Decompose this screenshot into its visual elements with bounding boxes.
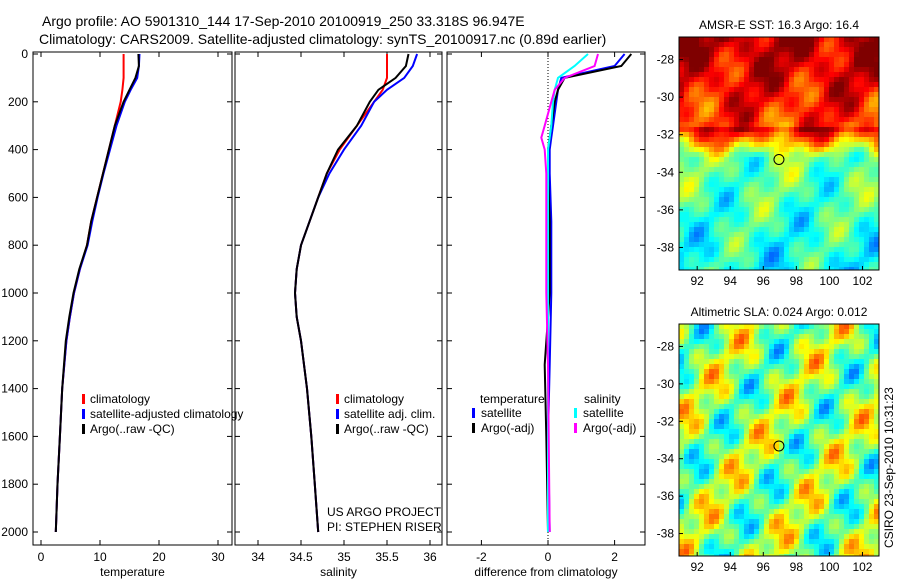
legend-label: satellite	[481, 406, 522, 420]
x-tick-label: 10	[93, 550, 107, 564]
x-tick-label: 92	[691, 560, 705, 574]
x-tick-label: 94	[724, 274, 738, 288]
y-tick-label: -30	[657, 90, 675, 104]
y-tick-label: 1800	[1, 477, 28, 491]
y-tick-label: 1400	[1, 382, 28, 396]
y-tick-label: -36	[657, 203, 675, 217]
y-tick-label: -36	[657, 489, 675, 503]
title-line-1: Argo profile: AO 5901310_144 17-Sep-2010…	[42, 13, 525, 29]
legend-swatch	[574, 408, 577, 418]
series-line-argo-raw-qc-	[54, 53, 140, 533]
legend-swatch	[82, 394, 85, 404]
x-tick-label: 94	[724, 560, 738, 574]
x-tick-label: 20	[152, 550, 166, 564]
y-tick-label: 1200	[1, 334, 28, 348]
project-annotation: US ARGO PROJECT	[327, 505, 442, 519]
x-tick-label: 98	[790, 274, 804, 288]
y-tick-label: 200	[8, 95, 28, 109]
legend-swatch	[574, 423, 577, 433]
x-tick-label: 96	[757, 274, 771, 288]
legend-header: temperature	[480, 392, 545, 406]
legend-label: Argo(..raw -QC)	[344, 422, 429, 436]
x-tick-label: 100	[819, 560, 839, 574]
y-tick-label: 1000	[1, 286, 28, 300]
legend-label: Argo(-adj)	[481, 421, 534, 435]
series-line-climatology	[54, 54, 125, 533]
y-tick-label: -30	[657, 377, 675, 391]
legend-label: climatology	[90, 392, 150, 406]
x-tick-label: 2	[611, 550, 618, 564]
pi-annotation: PI: STEPHEN RISER	[327, 520, 442, 534]
x-tick-label: 92	[691, 274, 705, 288]
x-tick-label: 102	[852, 560, 872, 574]
legend-swatch	[82, 424, 85, 434]
series-line-salinity-argo-adj-	[540, 53, 599, 533]
legend-swatch	[336, 394, 339, 404]
x-tick-label: 100	[819, 274, 839, 288]
y-tick-label: -28	[657, 339, 675, 353]
legend-label: satellite-adjusted climatology	[90, 407, 243, 421]
legend-swatch	[336, 424, 339, 434]
x-tick-label: 36	[423, 550, 437, 564]
legend-label: satellite	[583, 406, 624, 420]
legend-swatch	[336, 409, 339, 419]
series-line-temperature-satellite	[546, 53, 626, 533]
y-tick-label: -34	[657, 165, 675, 179]
sst-map	[679, 37, 879, 270]
panel-0-frame	[32, 51, 233, 546]
float-position-marker	[773, 153, 785, 165]
legend-swatch	[82, 409, 85, 419]
legend-swatch	[472, 423, 475, 433]
legend-label: climatology	[344, 392, 404, 406]
x-axis-label: temperature	[100, 565, 165, 579]
x-tick-label: 34	[251, 550, 265, 564]
legend-swatch	[472, 408, 475, 418]
y-tick-label: -28	[657, 53, 675, 67]
y-tick-label: 800	[8, 238, 28, 252]
y-tick-label: -34	[657, 452, 675, 466]
x-tick-label: 102	[852, 274, 872, 288]
series-line-temperature-argo-adj-	[543, 53, 633, 533]
x-axis-label: salinity	[320, 565, 357, 579]
map-frame	[678, 323, 880, 557]
y-tick-label: 1600	[1, 429, 28, 443]
map-title: AMSR-E SST: 16.3 Argo: 16.4	[699, 18, 859, 32]
x-tick-label: 0	[38, 550, 45, 564]
x-tick-label: 34.5	[289, 550, 313, 564]
float-position-marker	[773, 440, 785, 452]
title-line-2: Climatology: CARS2009. Satellite-adjuste…	[39, 31, 607, 47]
series-line-satellite-adjusted-climatology	[54, 53, 141, 533]
sla-map	[679, 324, 879, 556]
x-tick-label: 98	[790, 560, 804, 574]
y-tick-label: 2000	[1, 525, 28, 539]
legend-label: Argo(-adj)	[583, 421, 636, 435]
panel-2-frame	[446, 51, 646, 546]
x-tick-label: 0	[545, 550, 552, 564]
y-tick-label: 600	[8, 190, 28, 204]
map-frame	[678, 36, 880, 271]
x-tick-label: 35.5	[375, 550, 399, 564]
series-line-argo-raw-qc-	[293, 53, 410, 533]
y-tick-label: -32	[657, 414, 675, 428]
x-axis-label: difference from climatology	[474, 565, 617, 579]
x-tick-label: 30	[211, 550, 225, 564]
x-tick-label: 96	[757, 560, 771, 574]
x-tick-label: -2	[476, 550, 487, 564]
y-tick-label: -38	[657, 527, 675, 541]
y-tick-label: -32	[657, 128, 675, 142]
panel-1-frame	[234, 51, 443, 546]
y-tick-label: -38	[657, 240, 675, 254]
map-title: Altimetric SLA: 0.024 Argo: 0.012	[691, 305, 868, 319]
y-tick-label: 400	[8, 143, 28, 157]
x-tick-label: 35	[337, 550, 351, 564]
legend-header: salinity	[584, 392, 621, 406]
series-line-climatology	[293, 54, 388, 533]
y-tick-label: 0	[21, 47, 28, 61]
legend-label: Argo(..raw -QC)	[90, 422, 175, 436]
legend-label: satellite adj. clim.	[344, 407, 435, 421]
credit-text: CSIRO 23-Sep-2010 10:31:23	[882, 387, 896, 548]
